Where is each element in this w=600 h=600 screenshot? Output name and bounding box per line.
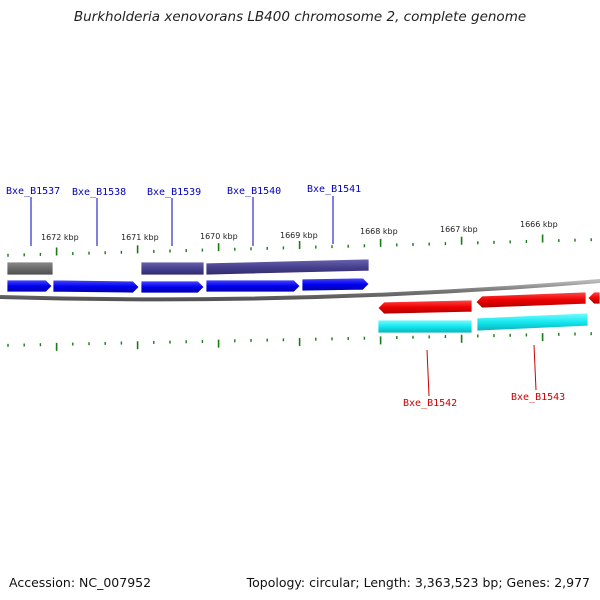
feature-bar-gray — [6, 261, 54, 276]
gene-arrow-Bxe_B1541[interactable] — [301, 277, 370, 292]
gene-label[interactable]: Bxe_B1543 — [511, 392, 565, 403]
scale-label: 1668 kbp — [360, 227, 398, 236]
scale-label: 1666 kbp — [520, 220, 558, 229]
accession-text: Accession: NC_007952 — [9, 575, 152, 590]
gene-arrow-Bxe_B1540[interactable] — [205, 279, 301, 293]
scale-label: 1669 kbp — [280, 231, 318, 240]
gene-arrow-Bxe_B1537[interactable] — [6, 279, 53, 293]
feature-track-lower — [377, 312, 589, 334]
gene-labels: Bxe_B1537 Bxe_B1538 Bxe_B1539 Bxe_B1540 … — [6, 184, 565, 409]
gene-label[interactable]: Bxe_B1537 — [6, 186, 60, 197]
topology-summary: Topology: circular; Length: 3,363,523 bp… — [246, 575, 590, 590]
forward-gene-track — [6, 277, 370, 294]
scale-label: 1672 kbp — [41, 233, 79, 242]
feature-track-upper — [6, 258, 370, 276]
map-title: Burkholderia xenovorans LB400 chromosome… — [73, 9, 527, 25]
gene-label[interactable]: Bxe_B1539 — [147, 187, 201, 198]
gene-arrow-offpage — [587, 291, 600, 305]
feature-bar-purple-1 — [140, 261, 205, 276]
gene-label[interactable]: Bxe_B1542 — [403, 398, 457, 409]
gene-arrow-Bxe_B1538[interactable] — [52, 279, 140, 294]
gene-label[interactable]: Bxe_B1538 — [72, 187, 126, 198]
chromosome-backbone — [0, 279, 600, 302]
leader-line — [426, 349, 430, 397]
reverse-gene-track — [377, 291, 600, 315]
gene-label[interactable]: Bxe_B1541 — [307, 184, 361, 195]
scale-label: 1670 kbp — [200, 232, 238, 241]
scale-ticks-reverse — [7, 332, 592, 351]
gene-arrow-Bxe_B1542[interactable] — [377, 299, 473, 315]
scale-ticks-forward — [7, 234, 592, 257]
gene-label[interactable]: Bxe_B1540 — [227, 186, 281, 197]
feature-bar-cyan-2 — [476, 312, 589, 332]
scale-label: 1671 kbp — [121, 233, 159, 242]
scale-labels: 1672 kbp 1671 kbp 1670 kbp 1669 kbp 1668 kbp… — [41, 220, 558, 242]
scale-label: 1667 kbp — [440, 225, 478, 234]
leader-line — [533, 344, 537, 391]
gene-arrow-Bxe_B1539[interactable] — [140, 280, 205, 294]
gene-arrow-Bxe_B1543[interactable] — [475, 291, 587, 309]
feature-bar-purple-2 — [205, 258, 370, 276]
feature-bar-cyan-1 — [377, 319, 473, 334]
